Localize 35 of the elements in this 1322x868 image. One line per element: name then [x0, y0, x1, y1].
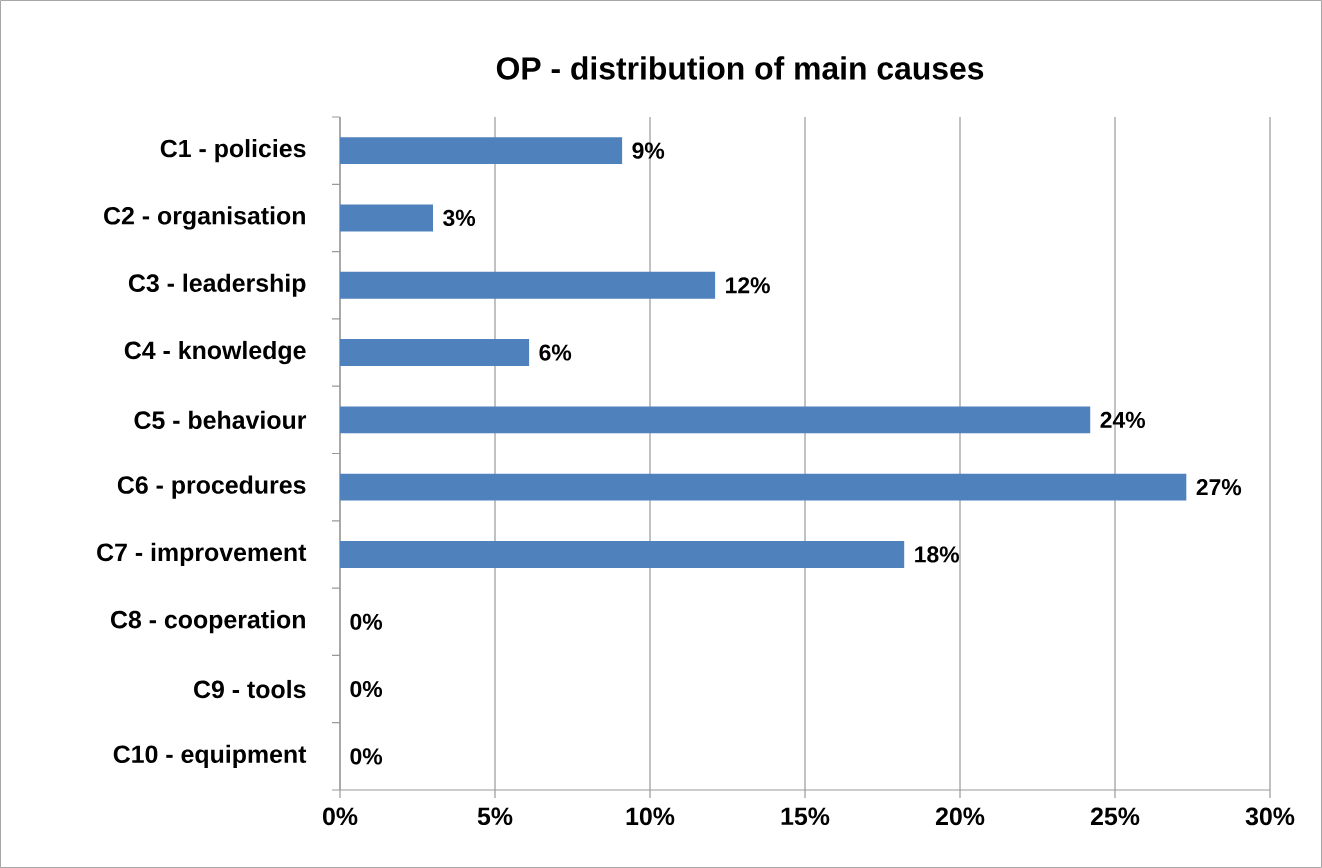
data-label: 9%	[632, 142, 665, 159]
y-tick-label: C10 - equipment	[113, 744, 307, 768]
y-tick-label: C4 - knowledge	[124, 340, 306, 365]
x-tick-label: 10%	[626, 807, 675, 826]
y-tick-label: C1 - policies	[160, 139, 306, 163]
chart-title: OP - distribution of main causes	[496, 56, 984, 80]
data-label: 27%	[1196, 479, 1242, 496]
data-label: 0%	[350, 680, 383, 698]
data-label: 24%	[1100, 411, 1145, 428]
y-tick-label: C5 - behaviour	[134, 410, 307, 430]
y-tick-label: C9 - tools	[194, 679, 306, 699]
bar	[340, 406, 1091, 434]
y-tick-label: C8 - cooperation	[110, 610, 305, 634]
y-tick-label: C3 - leadership	[128, 273, 306, 297]
x-tick-label: 0%	[322, 807, 358, 826]
y-tick-label: C7 - improvement	[97, 542, 307, 567]
y-tick-label: C6 - procedures	[117, 475, 306, 499]
bar	[340, 271, 716, 299]
data-label: 12%	[726, 277, 770, 294]
bar	[340, 339, 530, 367]
data-label: 0%	[350, 748, 383, 765]
bar	[340, 541, 905, 568]
x-tick-label: 5%	[477, 807, 513, 826]
x-tick-label: 20%	[935, 807, 985, 826]
data-label: 18%	[915, 546, 959, 563]
bar	[340, 137, 623, 165]
x-tick-label: 15%	[781, 807, 830, 826]
bar	[340, 473, 1187, 501]
x-tick-label: 30%	[1245, 807, 1295, 826]
data-label: 0%	[350, 613, 383, 630]
x-tick-label: 25%	[1090, 807, 1140, 826]
bar	[340, 204, 433, 232]
data-label: 3%	[443, 209, 476, 227]
data-label: 6%	[539, 344, 572, 361]
y-tick-label: C2 - organisation	[104, 206, 305, 230]
